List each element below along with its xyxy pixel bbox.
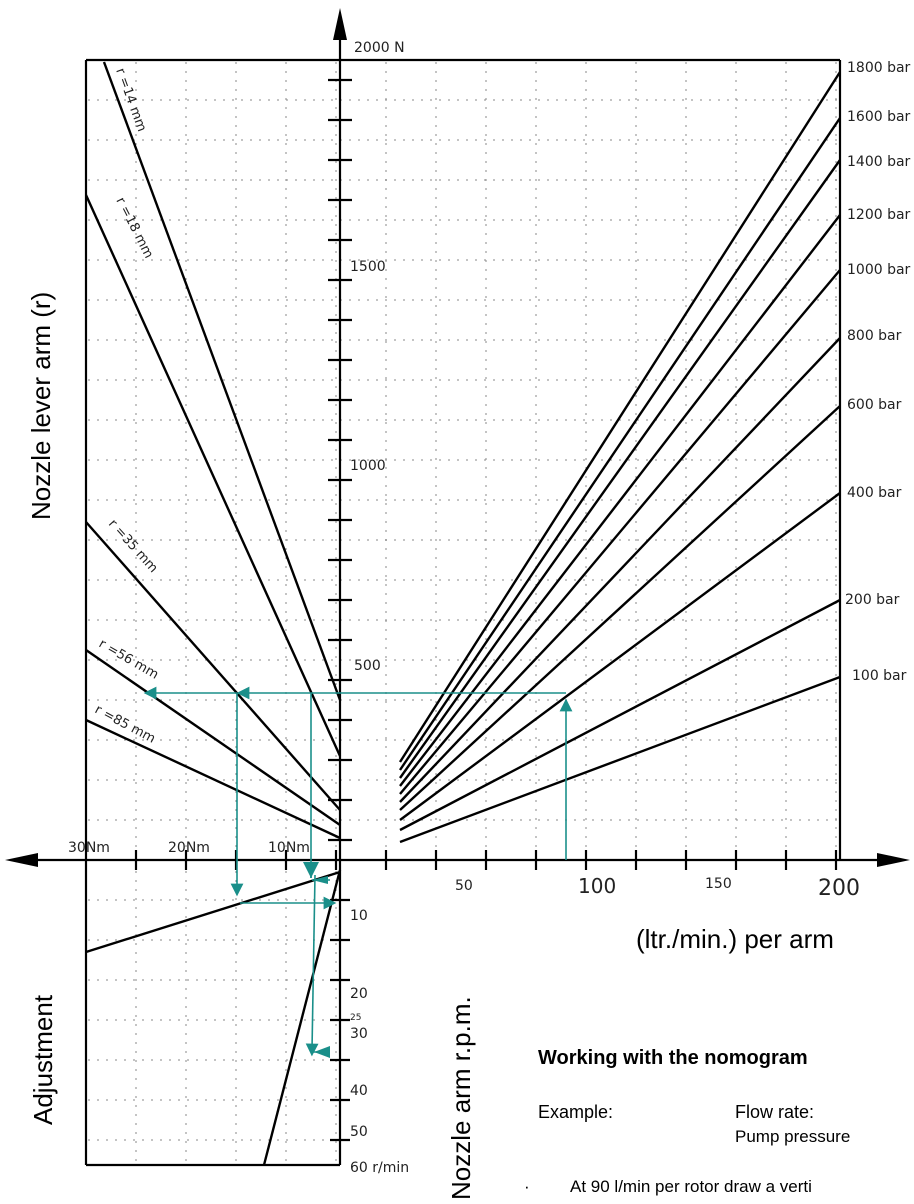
right-arrow (877, 853, 910, 867)
example-label: Example: (538, 1102, 613, 1122)
example-arrowhead-1 (303, 862, 319, 878)
pressure-label-1000: 1000 bar (847, 262, 911, 278)
pressure-line-100 (399, 675, 841, 844)
rpm-line (262, 869, 342, 1166)
pressure-label-1800: 1800 bar (847, 60, 911, 76)
heading-working-with-nomogram: Working with the nomogram (538, 1047, 808, 1069)
up-arrow (333, 8, 347, 40)
lever-line-r35 (85, 521, 341, 811)
torque-label-30: 30Nm (68, 840, 110, 856)
pressure-lines (398, 71, 842, 844)
pressure-line-800 (399, 337, 841, 803)
pressure-label-200: 200 bar (845, 592, 900, 608)
pressure-label-800: 800 bar (847, 328, 902, 344)
torque-label-10: 10Nm (268, 840, 310, 856)
lever-label-r35: r =35 mm (105, 517, 161, 576)
lever-line-r18 (84, 194, 342, 757)
grid (88, 62, 838, 1163)
flow-label-100: 100 (578, 874, 616, 898)
pressure-line-400 (399, 492, 841, 821)
rpm-label-25: 25 (350, 1013, 361, 1023)
flow-ticks (134, 850, 838, 870)
rpm-label-10: 10 (350, 908, 368, 924)
rpm-label-60: 60 r/min (350, 1160, 409, 1176)
lever-lines (84, 61, 342, 840)
lever-line-r85 (85, 718, 341, 840)
torque-label-20: 20Nm (168, 840, 210, 856)
flow-label-150: 150 (705, 876, 732, 892)
lever-line-r56 (85, 649, 341, 826)
pressure-line-200 (399, 598, 841, 832)
example-arrowhead-2 (312, 876, 328, 884)
lever-line-r14 (102, 61, 342, 701)
flow-rate-label: Flow rate: (735, 1102, 814, 1122)
pressure-label-1200: 1200 bar (847, 207, 911, 223)
pressure-label-600: 600 bar (847, 397, 902, 413)
force-label-2000: 2000 N (354, 40, 405, 56)
adjustment-line (85, 870, 341, 954)
left-arrow (5, 853, 38, 867)
adjustment-lines (85, 869, 342, 1166)
pressure-line-1400 (399, 159, 841, 779)
title-flow: (ltr./min.) per arm (636, 924, 834, 954)
bullet: · (524, 1177, 530, 1196)
instruction-text: At 90 l/min per rotor draw a verti (570, 1177, 812, 1196)
pressure-line-1000 (399, 269, 841, 795)
title-rpm: Nozzle arm r.p.m. (446, 996, 476, 1200)
example-arrowhead-3 (314, 1046, 330, 1058)
pressure-line-600 (399, 405, 841, 811)
title-adjustment: Adjustment (28, 994, 58, 1125)
pressure-line-1200 (399, 214, 841, 787)
pressure-label-1600: 1600 bar (847, 109, 911, 125)
flow-label-50: 50 (455, 878, 473, 894)
force-label-500: 500 (354, 658, 381, 674)
axes (20, 30, 890, 1165)
pressure-label-1400: 1400 bar (847, 154, 911, 170)
pump-pressure-label: Pump pressure (735, 1127, 850, 1146)
pressure-line-1800 (398, 71, 842, 763)
title-nozzle-lever-arm: Nozzle lever arm (r) (26, 292, 56, 520)
rpm-label-50: 50 (350, 1124, 368, 1140)
rpm-label-20: 20 (350, 986, 368, 1002)
frame (84, 58, 842, 1167)
force-ticks (328, 78, 352, 1142)
force-label-1000: 1000 (350, 458, 386, 474)
rpm-label-30: 30 (350, 1026, 368, 1042)
force-label-1500: 1500 (350, 259, 386, 275)
pressure-line-1600 (399, 117, 841, 771)
flow-label-200: 200 (818, 876, 860, 901)
pressure-label-100: 100 bar (852, 668, 907, 684)
rpm-label-40: 40 (350, 1083, 368, 1099)
lever-label-r18: r =18 mm (112, 195, 155, 261)
pressure-label-400: 400 bar (847, 485, 902, 501)
